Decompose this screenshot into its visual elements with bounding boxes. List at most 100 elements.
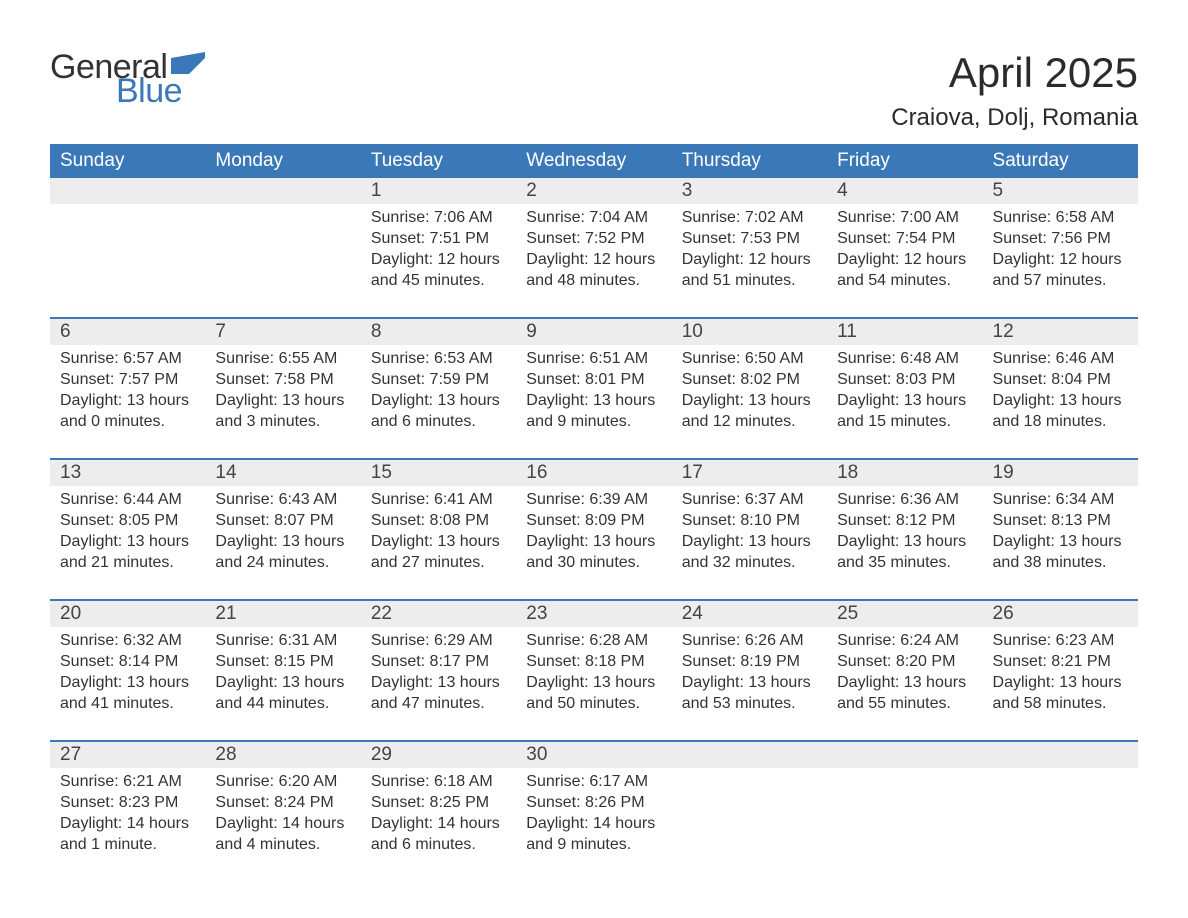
daylight-text-line2: and 9 minutes. xyxy=(526,412,661,433)
daylight-text-line1: Daylight: 13 hours xyxy=(371,673,506,694)
daylight-text-line2: and 30 minutes. xyxy=(526,553,661,574)
page-header: General Blue April 2025 Craiova, Dolj, R… xyxy=(50,50,1138,132)
daylight-text-line2: and 35 minutes. xyxy=(837,553,972,574)
sunrise-text: Sunrise: 7:06 AM xyxy=(371,208,506,229)
daylight-text-line1: Daylight: 14 hours xyxy=(215,814,350,835)
daylight-text-line1: Daylight: 13 hours xyxy=(526,391,661,412)
sunset-text: Sunset: 7:54 PM xyxy=(837,229,972,250)
logo-text-blue: Blue xyxy=(116,74,205,108)
sunrise-text: Sunrise: 6:36 AM xyxy=(837,490,972,511)
sunset-text: Sunset: 8:15 PM xyxy=(215,652,350,673)
daylight-text-line2: and 6 minutes. xyxy=(371,412,506,433)
sunrise-text: Sunrise: 6:44 AM xyxy=(60,490,195,511)
sunrise-text: Sunrise: 6:46 AM xyxy=(993,349,1128,370)
weekday-header: Tuesday xyxy=(361,144,516,178)
daylight-text-line1: Daylight: 12 hours xyxy=(371,250,506,271)
weekday-header: Sunday xyxy=(50,144,205,178)
day-number-row: 27282930 xyxy=(50,741,1138,768)
sunrise-text: Sunrise: 6:20 AM xyxy=(215,772,350,793)
day-number-cell: 24 xyxy=(672,600,827,627)
title-block: April 2025 Craiova, Dolj, Romania xyxy=(891,50,1138,132)
day-number-row: 13141516171819 xyxy=(50,459,1138,486)
daylight-text-line1: Daylight: 13 hours xyxy=(60,391,195,412)
day-number-cell: 30 xyxy=(516,741,671,768)
sunset-text: Sunset: 8:02 PM xyxy=(682,370,817,391)
daylight-text-line2: and 9 minutes. xyxy=(526,835,661,856)
daylight-text-line2: and 3 minutes. xyxy=(215,412,350,433)
sunset-text: Sunset: 7:56 PM xyxy=(993,229,1128,250)
day-number-cell: 9 xyxy=(516,318,671,345)
day-number-row: 20212223242526 xyxy=(50,600,1138,627)
daylight-text-line2: and 38 minutes. xyxy=(993,553,1128,574)
weekday-header: Saturday xyxy=(983,144,1138,178)
day-number-cell: 14 xyxy=(205,459,360,486)
daylight-text-line1: Daylight: 13 hours xyxy=(60,532,195,553)
day-content-cell: Sunrise: 7:06 AMSunset: 7:51 PMDaylight:… xyxy=(361,204,516,318)
day-number-cell xyxy=(983,741,1138,768)
daylight-text-line1: Daylight: 13 hours xyxy=(526,532,661,553)
day-content-cell: Sunrise: 6:34 AMSunset: 8:13 PMDaylight:… xyxy=(983,486,1138,600)
day-content-cell: Sunrise: 6:20 AMSunset: 8:24 PMDaylight:… xyxy=(205,768,360,882)
sunset-text: Sunset: 8:12 PM xyxy=(837,511,972,532)
day-content-cell: Sunrise: 6:57 AMSunset: 7:57 PMDaylight:… xyxy=(50,345,205,459)
day-number-cell xyxy=(205,178,360,204)
day-number-cell: 15 xyxy=(361,459,516,486)
daylight-text-line2: and 50 minutes. xyxy=(526,694,661,715)
daylight-text-line1: Daylight: 13 hours xyxy=(682,391,817,412)
daylight-text-line2: and 54 minutes. xyxy=(837,271,972,292)
daylight-text-line2: and 18 minutes. xyxy=(993,412,1128,433)
daylight-text-line1: Daylight: 14 hours xyxy=(526,814,661,835)
day-content-cell xyxy=(205,204,360,318)
daylight-text-line1: Daylight: 12 hours xyxy=(837,250,972,271)
daylight-text-line2: and 15 minutes. xyxy=(837,412,972,433)
daylight-text-line2: and 48 minutes. xyxy=(526,271,661,292)
sunrise-text: Sunrise: 6:18 AM xyxy=(371,772,506,793)
day-number-cell: 6 xyxy=(50,318,205,345)
sunset-text: Sunset: 7:58 PM xyxy=(215,370,350,391)
daylight-text-line1: Daylight: 13 hours xyxy=(993,673,1128,694)
day-content-cell: Sunrise: 6:46 AMSunset: 8:04 PMDaylight:… xyxy=(983,345,1138,459)
daylight-text-line2: and 51 minutes. xyxy=(682,271,817,292)
daylight-text-line2: and 0 minutes. xyxy=(60,412,195,433)
day-content-cell: Sunrise: 6:28 AMSunset: 8:18 PMDaylight:… xyxy=(516,627,671,741)
day-number-cell: 17 xyxy=(672,459,827,486)
daylight-text-line2: and 45 minutes. xyxy=(371,271,506,292)
daylight-text-line2: and 41 minutes. xyxy=(60,694,195,715)
day-number-cell: 18 xyxy=(827,459,982,486)
day-number-cell: 5 xyxy=(983,178,1138,204)
day-content-cell: Sunrise: 6:26 AMSunset: 8:19 PMDaylight:… xyxy=(672,627,827,741)
sunset-text: Sunset: 8:25 PM xyxy=(371,793,506,814)
daylight-text-line1: Daylight: 13 hours xyxy=(60,673,195,694)
daylight-text-line2: and 27 minutes. xyxy=(371,553,506,574)
day-content-cell xyxy=(827,768,982,882)
day-number-cell: 10 xyxy=(672,318,827,345)
day-number-cell: 4 xyxy=(827,178,982,204)
day-content-cell: Sunrise: 6:31 AMSunset: 8:15 PMDaylight:… xyxy=(205,627,360,741)
daylight-text-line1: Daylight: 12 hours xyxy=(682,250,817,271)
day-content-cell xyxy=(983,768,1138,882)
sunset-text: Sunset: 7:53 PM xyxy=(682,229,817,250)
logo: General Blue xyxy=(50,50,205,108)
day-number-cell: 21 xyxy=(205,600,360,627)
day-number-row: 6789101112 xyxy=(50,318,1138,345)
sunrise-text: Sunrise: 6:39 AM xyxy=(526,490,661,511)
day-number-cell: 7 xyxy=(205,318,360,345)
day-content-cell: Sunrise: 7:00 AMSunset: 7:54 PMDaylight:… xyxy=(827,204,982,318)
daylight-text-line2: and 53 minutes. xyxy=(682,694,817,715)
daylight-text-line1: Daylight: 13 hours xyxy=(215,391,350,412)
sunrise-text: Sunrise: 6:50 AM xyxy=(682,349,817,370)
sunrise-text: Sunrise: 7:02 AM xyxy=(682,208,817,229)
daylight-text-line1: Daylight: 13 hours xyxy=(371,391,506,412)
day-content-cell: Sunrise: 6:32 AMSunset: 8:14 PMDaylight:… xyxy=(50,627,205,741)
daylight-text-line1: Daylight: 13 hours xyxy=(993,391,1128,412)
sunset-text: Sunset: 7:52 PM xyxy=(526,229,661,250)
sunrise-text: Sunrise: 6:34 AM xyxy=(993,490,1128,511)
day-content-cell: Sunrise: 6:37 AMSunset: 8:10 PMDaylight:… xyxy=(672,486,827,600)
day-number-cell: 19 xyxy=(983,459,1138,486)
sunrise-text: Sunrise: 6:41 AM xyxy=(371,490,506,511)
daylight-text-line2: and 47 minutes. xyxy=(371,694,506,715)
sunset-text: Sunset: 8:03 PM xyxy=(837,370,972,391)
sunset-text: Sunset: 7:57 PM xyxy=(60,370,195,391)
day-number-cell xyxy=(827,741,982,768)
sunrise-text: Sunrise: 6:21 AM xyxy=(60,772,195,793)
